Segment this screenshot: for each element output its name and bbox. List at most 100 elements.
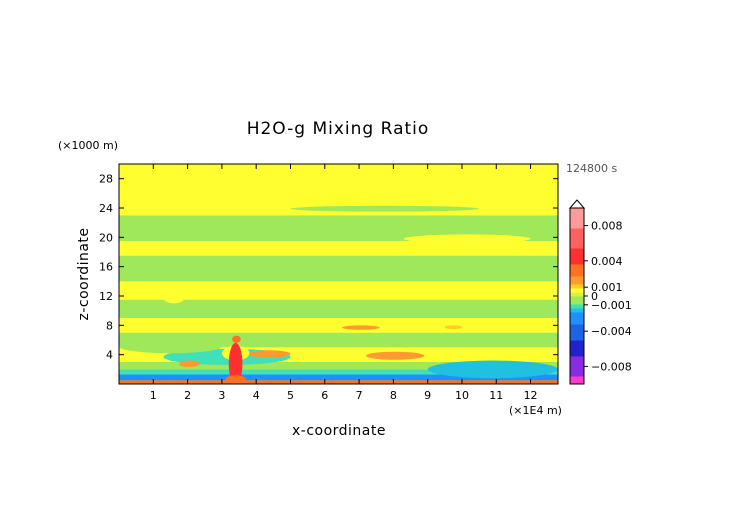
field-band <box>119 332 558 348</box>
colorbar-segment <box>570 276 584 281</box>
colorbar-segment <box>570 324 584 329</box>
x-tick-label: 4 <box>253 389 260 402</box>
field-feature <box>407 282 445 291</box>
field-feature <box>290 205 480 212</box>
x-tick-label: 10 <box>455 389 469 402</box>
x-tick-label: 8 <box>390 389 397 402</box>
colorbar-segment <box>570 332 584 337</box>
y-tick-label: 28 <box>99 173 113 186</box>
y-tick-label: 20 <box>99 231 113 244</box>
y-axis-unit: (×1000 m) <box>58 139 118 152</box>
colorbar-segment <box>570 320 584 325</box>
colorbar-segment <box>570 228 584 233</box>
x-tick-label: 6 <box>321 389 328 402</box>
colorbar-segment <box>570 232 584 237</box>
colorbar-segment <box>570 340 584 345</box>
colorbar-segment <box>570 368 584 373</box>
colorbar-segment <box>570 336 584 341</box>
field-feature <box>228 342 243 384</box>
colorbar-segment <box>570 352 584 357</box>
colorbar-segment <box>570 372 584 377</box>
colorbar-segment <box>570 364 584 369</box>
field-feature <box>403 234 531 244</box>
colorbar-tick-label: −0.001 <box>591 299 632 312</box>
colorbar-segment <box>570 212 584 217</box>
x-tick-label: 9 <box>424 389 431 402</box>
x-axis-unit: (×1E4 m) <box>509 404 562 417</box>
field-band <box>119 318 558 333</box>
colorbar-segment <box>570 260 584 265</box>
field-feature <box>119 340 222 354</box>
colorbar-segment <box>570 316 584 321</box>
chart-title: H2O-g Mixing Ratio <box>247 119 430 139</box>
x-axis-label: x-coordinate <box>292 423 386 439</box>
plot-area <box>119 164 558 384</box>
colorbar-segment <box>570 236 584 241</box>
y-tick-label: 24 <box>99 202 113 215</box>
y-axis-label: z-coordinate <box>76 227 92 320</box>
colorbar-segment <box>570 328 584 333</box>
colorbar-segment <box>570 240 584 245</box>
colorbar-segment <box>570 308 584 313</box>
colorbar-segment <box>570 356 584 361</box>
y-axis-ticks: 4 8 12 16 20 24 28 <box>99 173 558 362</box>
colorbar-segment <box>570 300 584 305</box>
colorbar-tick-label: 0.008 <box>591 220 623 233</box>
x-tick-label: 1 <box>150 389 157 402</box>
colorbar-tick-label: −0.008 <box>591 360 632 373</box>
colorbar-segment <box>570 292 584 297</box>
field-feature <box>163 293 185 304</box>
field-feature <box>365 351 425 360</box>
field-band <box>119 380 558 384</box>
colorbar-segment <box>570 284 584 289</box>
colorbar-segment <box>570 216 584 221</box>
field-feature <box>427 360 558 379</box>
colorbar-segment <box>570 344 584 349</box>
colorbar-tick-label: 0 <box>591 290 598 303</box>
colorbar-segment <box>570 208 584 213</box>
x-tick-label: 2 <box>184 389 191 402</box>
colorbar-segment <box>570 288 584 293</box>
field-band <box>119 281 558 300</box>
colorbar-tick-label: 0.001 <box>591 281 623 294</box>
y-tick-label: 4 <box>106 349 113 362</box>
colorbar-segment <box>570 244 584 249</box>
colorbar-segment <box>570 220 584 225</box>
field-feature <box>304 291 356 298</box>
field-band <box>119 241 558 256</box>
y-tick-label: 8 <box>106 319 113 332</box>
colorbar-segment <box>570 376 584 381</box>
colorbar-segment <box>570 360 584 365</box>
x-tick-label: 12 <box>524 389 538 402</box>
field-band <box>119 299 558 318</box>
x-axis-ticks: 1 2 3 4 5 6 7 8 9 10 11 12 <box>150 164 538 402</box>
field-feature <box>119 231 168 239</box>
colorbar-segment <box>570 304 584 309</box>
colorbar-segment <box>570 224 584 229</box>
colorbar-segment <box>570 256 584 261</box>
x-tick-label: 5 <box>287 389 294 402</box>
colorbar-segment <box>570 248 584 253</box>
colorbar-segment <box>570 296 584 301</box>
colorbar-tick-label: −0.004 <box>591 325 632 338</box>
x-tick-label: 11 <box>489 389 503 402</box>
field-feature <box>225 375 246 384</box>
field-band <box>119 369 558 375</box>
field-band <box>119 374 558 381</box>
colorbar-segment <box>570 380 584 385</box>
x-tick-label: 3 <box>218 389 225 402</box>
field-feature <box>341 325 380 330</box>
field-feature <box>232 335 241 343</box>
field-feature <box>179 360 200 368</box>
colorbar-top-arrow <box>568 199 586 209</box>
colorbar-tick-label: 0.004 <box>591 255 623 268</box>
field-band <box>119 362 558 370</box>
colorbar-segment <box>570 252 584 257</box>
x-tick-label: 7 <box>356 389 363 402</box>
colorbar-segment <box>570 280 584 285</box>
y-tick-label: 16 <box>99 261 113 274</box>
field-feature <box>444 325 462 329</box>
colorbar-segment <box>570 272 584 277</box>
